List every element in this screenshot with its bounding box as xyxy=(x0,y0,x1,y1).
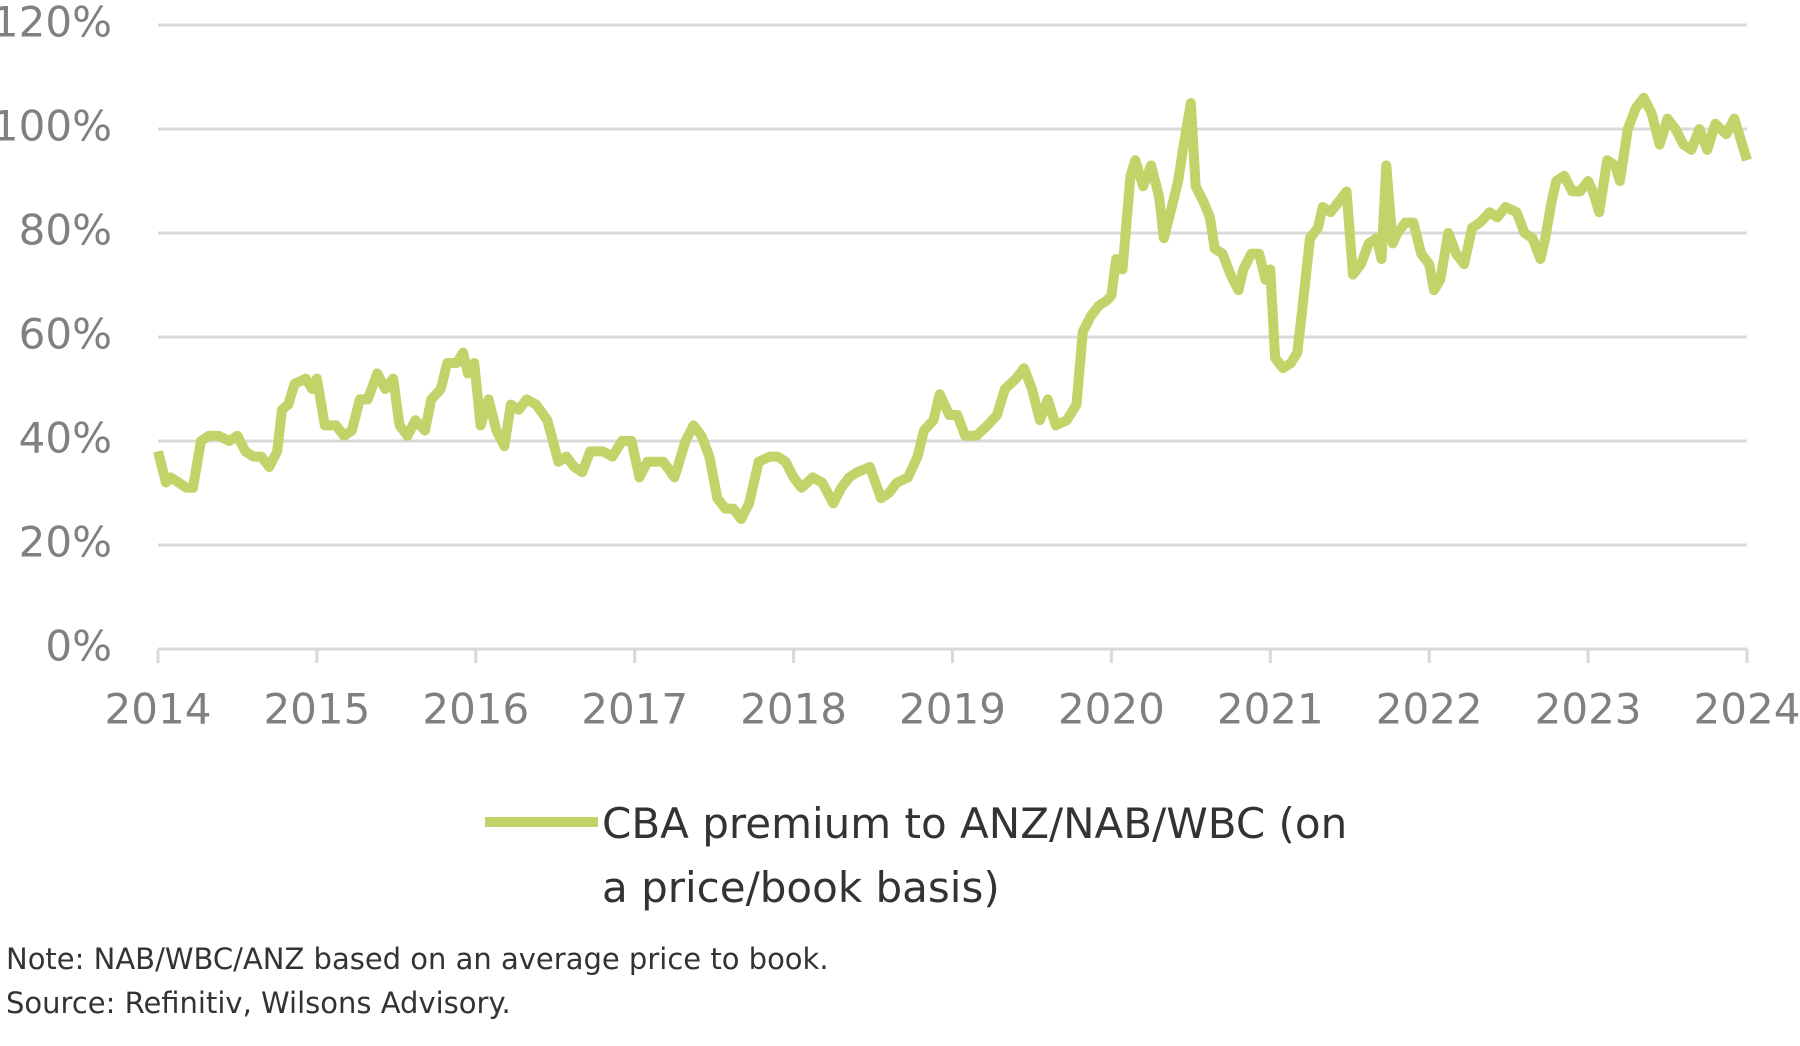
y-tick-label: 120% xyxy=(0,0,112,47)
x-tick-label: 2019 xyxy=(899,685,1006,734)
series-line xyxy=(153,92,1752,524)
y-tick-label: 60% xyxy=(19,310,112,359)
source: Source: Refinitiv, Wilsons Advisory. xyxy=(6,986,511,1020)
x-tick-label: 2015 xyxy=(263,685,370,734)
x-tick-label: 2016 xyxy=(422,685,529,734)
x-tick-label: 2018 xyxy=(740,685,847,734)
x-tick-label: 2021 xyxy=(1217,685,1324,734)
x-tick-label: 2022 xyxy=(1376,685,1483,734)
x-tick-label: 2017 xyxy=(581,685,688,734)
x-tick-label: 2020 xyxy=(1058,685,1165,734)
legend-label: CBA premium to ANZ/NAB/WBC (on a price/b… xyxy=(602,799,1348,912)
y-tick-label: 40% xyxy=(19,414,112,463)
y-tick-label: 20% xyxy=(19,518,112,567)
x-tick-label: 2024 xyxy=(1694,685,1800,734)
y-tick-label: 100% xyxy=(0,102,112,151)
note: Note: NAB/WBC/ANZ based on an average pr… xyxy=(6,942,829,976)
y-tick-label: 80% xyxy=(19,206,112,255)
x-tick-label: 2014 xyxy=(105,685,212,734)
x-tick-label: 2023 xyxy=(1535,685,1642,734)
y-tick-label: 0% xyxy=(45,622,112,671)
